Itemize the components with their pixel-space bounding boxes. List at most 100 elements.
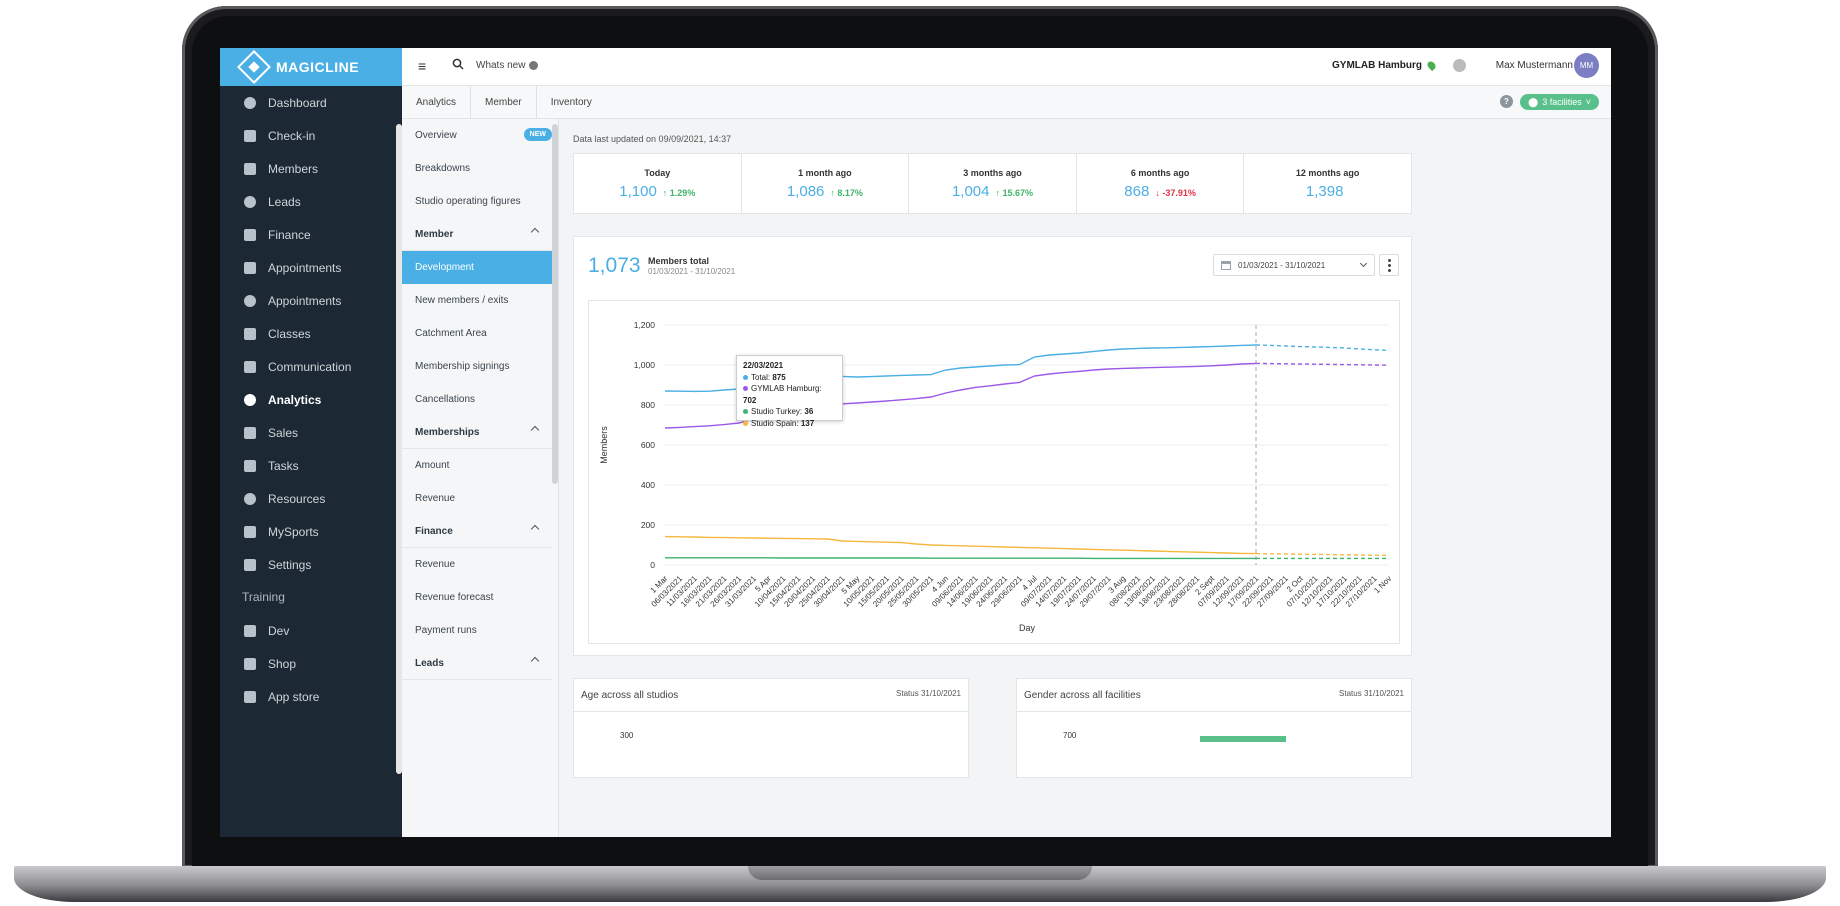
subnav-section-memberships[interactable]: Memberships [402,416,552,449]
age-card: Age across all studios Status 31/10/2021… [573,678,969,778]
kpi-value: 1,086 [786,182,825,200]
main-content: Data last updated on 09/09/2021, 14:37 T… [559,119,1603,837]
search-icon[interactable] [452,58,464,70]
subnav-item-label: New members / exits [415,295,509,306]
kpi-delta: ↑ 15.67% [995,187,1034,198]
facilities-selector[interactable]: ⬤ 3 facilities ˅ [1520,94,1599,110]
y-tick-label: 600 [641,440,655,450]
sidebar-item[interactable]: Tasks [220,449,402,482]
kpi-delta: ↑ 1.29% [662,187,696,198]
kpi-value-row: 1,086 ↑ 8.17% [787,183,863,200]
user-status-icon[interactable] [1453,59,1466,72]
subnav-item[interactable]: New members / exits [402,284,552,317]
date-range-picker[interactable]: 01/03/2021 - 31/10/2021 [1213,254,1375,276]
x-axis-title: Day [1019,623,1036,633]
sidebar-item-label: Leads [268,194,301,209]
user-name[interactable]: Max Mustermann [1495,60,1573,71]
subnav-item[interactable]: Development [402,251,552,284]
subnav-item[interactable]: Revenue [402,482,552,515]
tooltip-row-value: 702 [743,395,757,405]
sidebar-item[interactable]: Check-in [220,119,402,152]
sidebar-item-label: Sales [268,425,299,440]
leads-icon [244,195,256,208]
kpi-value: 1,004 [951,182,990,200]
members-total-range: 01/03/2021 - 31/10/2021 [648,267,736,276]
sidebar-section-training: Training [242,590,285,604]
studio-selector[interactable]: GYMLAB Hamburg [1332,59,1438,72]
sidebar-item[interactable]: Dashboard [220,86,402,119]
kpi-delta: ↓ -37.91% [1155,187,1196,198]
y-tick-label: 200 [641,520,655,530]
members-line-chart: 0 200 400 600 800 1,000 1,200 Members Day 1 Mar 06… [588,300,1400,644]
subnav-item[interactable]: Catchment Area [402,317,552,350]
breadcrumb-item[interactable]: Member [471,85,537,119]
breadcrumb-item[interactable]: Inventory [550,96,592,108]
date-range-value: 01/03/2021 - 31/10/2021 [1238,260,1326,270]
sidebar-item[interactable]: Shop [220,647,402,680]
subnav-scrollbar[interactable] [552,124,558,484]
tooltip-row-value: 875 [772,372,786,382]
kpi-row: Today 1,100 ↑ 1.29% 1 month ago 1,086 ↑ 8.17%… [573,153,1412,214]
subnav-item[interactable]: Membership signings [402,350,552,383]
sidebar-item[interactable]: MySports [220,515,402,548]
sidebar-item[interactable]: Classes [220,317,402,350]
sidebar-item[interactable]: Sales [220,416,402,449]
chart-tooltip: 22/03/2021 Total: 875 GYMLAB Hamburg: 702 S… [736,355,843,428]
breadcrumb-item[interactable]: Analytics [402,85,472,119]
subnav-item[interactable]: Breakdowns [402,152,552,185]
sidebar-item[interactable]: Finance [220,218,402,251]
whats-new-link[interactable]: Whats new [476,60,539,71]
help-icon[interactable]: ? [1500,95,1513,108]
subnav-section-leads[interactable]: Leads [402,647,552,680]
sidebar-item[interactable]: Leads [220,185,402,218]
series-line-studio-spain [664,535,1257,555]
sidebar-item[interactable]: Dev [220,614,402,647]
tooltip-row-label: Studio Turkey: [751,407,803,416]
tooltip-row-label: GYMLAB Hamburg: [751,384,822,393]
chevron-up-icon [530,425,540,435]
main-sidebar: Dashboard Check-in Members Leads Finance Appo… [220,86,402,837]
sidebar-item[interactable]: App store [220,680,402,713]
brand-logo-area[interactable]: MAGICLINE [220,48,402,86]
sidebar-item-label: Appointments [268,260,342,275]
subnav-item[interactable]: Studio operating figures [402,185,552,218]
sidebar-item[interactable]: Appointments [220,284,402,317]
app-screen: MAGICLINE ≡ Whats new GYMLAB Hamburg Max… [220,48,1611,837]
gender-axis-tick: 700 [1063,731,1077,740]
subnav-section-member[interactable]: Member [402,218,552,251]
chevron-up-icon [530,524,540,534]
sidebar-item[interactable]: Communication [220,350,402,383]
sidebar-item[interactable]: Appointments [220,251,402,284]
subnav-item[interactable]: Revenue forecast [402,581,552,614]
kpi-value: 1,398 [1305,182,1344,200]
sidebar-item-label: Communication [268,359,352,374]
hamburger-menu-icon[interactable]: ≡ [418,58,427,74]
tooltip-row: Total: 875 [743,372,836,384]
sidebar-item[interactable]: Analytics [220,383,402,416]
sidebar-item-label: Tasks [268,458,299,473]
kpi-delta: ↑ 8.17% [830,187,863,198]
subnav-item[interactable]: Amount [402,449,552,482]
tooltip-row: Studio Turkey: 36 [743,406,836,418]
more-options-button[interactable] [1379,254,1399,276]
sidebar-item[interactable]: Resources [220,482,402,515]
sidebar-item[interactable]: Settings [220,548,402,581]
y-tick-label: 400 [641,480,655,490]
y-tick-label: 1,000 [634,360,656,370]
subnav-section-finance[interactable]: Finance [402,515,552,548]
subnav-item[interactable]: Revenue [402,548,552,581]
kpi-value: 1,100 [619,182,657,200]
location-pin-icon [1425,59,1438,72]
subnav-item[interactable]: Overview NEW [402,119,552,152]
subnav-item-label: Studio operating figures [415,196,521,207]
tooltip-row-label: Total: [751,372,771,382]
sidebar-item[interactable]: Members [220,152,402,185]
appstore-icon [244,690,256,703]
avatar[interactable]: MM [1574,53,1599,78]
subnav-item[interactable]: Cancellations [402,383,552,416]
new-badge: NEW [523,128,552,141]
gender-bar [1200,736,1286,742]
subnav-item[interactable]: Payment runs [402,614,552,647]
sidebar-scrollbar[interactable] [396,124,402,774]
